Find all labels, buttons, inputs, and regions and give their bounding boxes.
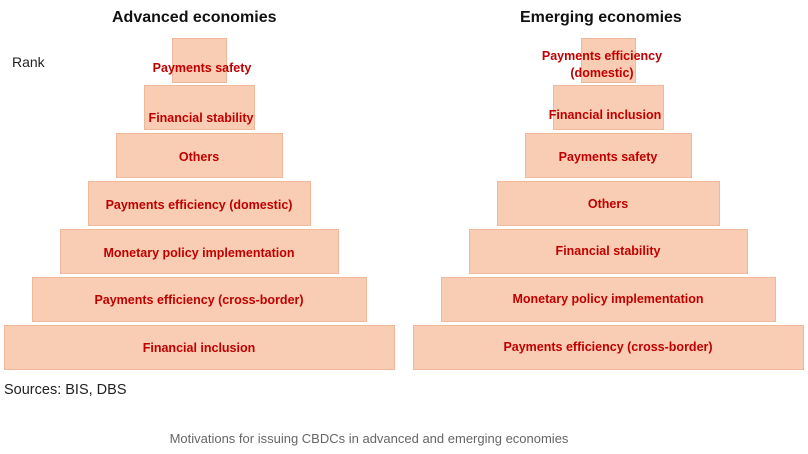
advanced-tier-label-3: Others [178,150,220,164]
advanced-tier-1 [172,38,227,83]
advanced-tier-4 [88,181,311,226]
figure-caption: Motivations for issuing CBDCs in advance… [169,431,569,446]
advanced-tier-7 [4,325,395,370]
emerging-tier-label-1: Payments efficiency (domestic) [541,49,663,80]
advanced-tier-6 [32,277,367,322]
emerging-tier-1 [581,38,636,83]
advanced-tier-5 [60,229,339,274]
advanced-tier-label-5: Monetary policy implementation [103,246,295,260]
advanced-tier-2 [144,85,255,130]
advanced-economies-title: Advanced economies [112,9,277,26]
emerging-tier-label-7: Payments efficiency (cross-border) [503,340,713,354]
emerging-tier-3 [525,133,692,178]
emerging-tier-label-6: Monetary policy implementation [512,292,704,306]
emerging-tier-label-4: Others [587,197,629,211]
advanced-tier-3 [116,133,283,178]
emerging-tier-7 [413,325,804,370]
advanced-tier-label-6: Payments efficiency (cross-border) [94,293,304,307]
emerging-tier-label-2: Financial inclusion [548,108,662,122]
advanced-tier-label-4: Payments efficiency (domestic) [105,198,293,212]
advanced-tier-label-1: Payments safety [152,61,252,75]
emerging-economies-title: Emerging economies [520,9,682,26]
emerging-tier-label-3: Payments safety [558,150,658,164]
rank-label: Rank [12,54,45,70]
advanced-tier-label-7: Financial inclusion [142,341,256,355]
emerging-tier-4 [497,181,720,226]
emerging-tier-2 [553,85,664,130]
emerging-tier-5 [469,229,748,274]
emerging-tier-label-5: Financial stability [555,244,661,258]
advanced-tier-label-2: Financial stability [148,111,254,125]
sources-note: Sources: BIS, DBS [4,382,127,398]
emerging-tier-6 [441,277,776,322]
